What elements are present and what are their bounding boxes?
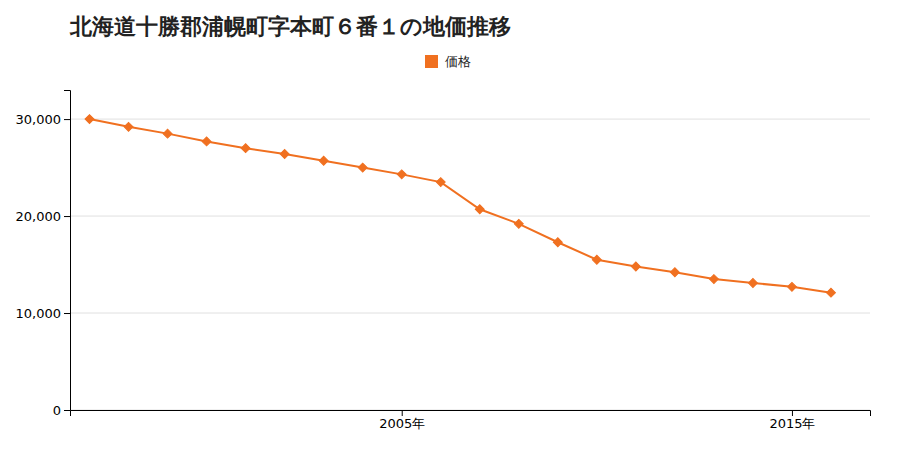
grid-line [70, 119, 870, 120]
tick-label: 20,000 [16, 209, 62, 224]
legend-label: 価格 [445, 54, 471, 69]
marker [592, 255, 601, 264]
marker [709, 275, 718, 284]
title: 北海道十勝郡浦幌町字本町６番１の地価推移 [69, 14, 511, 39]
marker [397, 170, 406, 179]
tick-mark [792, 410, 793, 416]
y-axis: 0 10,000 20,000 30,000 [16, 91, 71, 418]
marker [514, 219, 523, 228]
axis-line [71, 411, 871, 417]
marks [85, 115, 835, 298]
marker [202, 137, 211, 146]
tick: 0 [53, 403, 70, 418]
x-axis: 2005年 2015年 [71, 410, 871, 431]
marker [827, 288, 836, 297]
tick: 20,000 [16, 209, 71, 224]
marker [670, 268, 679, 277]
tick-label: 0 [53, 403, 61, 418]
marker [241, 144, 250, 153]
marker [787, 282, 796, 291]
chart: 2005年 2015年 0 10,000 20,000 30,000 北海道十勝郡浦幌町字本… [0, 0, 900, 450]
tick: 30,000 [16, 112, 71, 127]
plot-area: 2005年 2015年 0 10,000 20,000 30,000 [16, 91, 871, 432]
marker [475, 205, 484, 214]
tick-mark [64, 410, 70, 411]
marker [553, 238, 562, 247]
tick-mark [64, 216, 70, 217]
tick-mark [64, 119, 70, 120]
marker [280, 150, 289, 159]
tick: 10,000 [16, 306, 71, 321]
legend-swatch [425, 55, 438, 68]
grid [70, 119, 870, 410]
marker [85, 115, 94, 124]
tick: 2005年 [379, 410, 425, 431]
grid-line [70, 216, 870, 217]
axis-line [64, 91, 71, 411]
tick-label: 2015年 [769, 416, 815, 431]
grid-line [70, 313, 870, 314]
marker [358, 163, 367, 172]
marker [631, 262, 640, 271]
legend-item: 価格 [425, 54, 471, 69]
tick-label: 2005年 [379, 416, 425, 431]
marker [748, 278, 757, 287]
marker [319, 156, 328, 165]
tick-mark [64, 313, 70, 314]
legend: 価格 [425, 54, 471, 69]
tick-mark [402, 410, 403, 416]
line [90, 119, 831, 293]
marker [124, 122, 133, 131]
marker [436, 178, 445, 187]
tick-label: 30,000 [16, 112, 62, 127]
marker [163, 129, 172, 138]
tick: 2015年 [769, 410, 815, 431]
tick-label: 10,000 [16, 306, 62, 321]
